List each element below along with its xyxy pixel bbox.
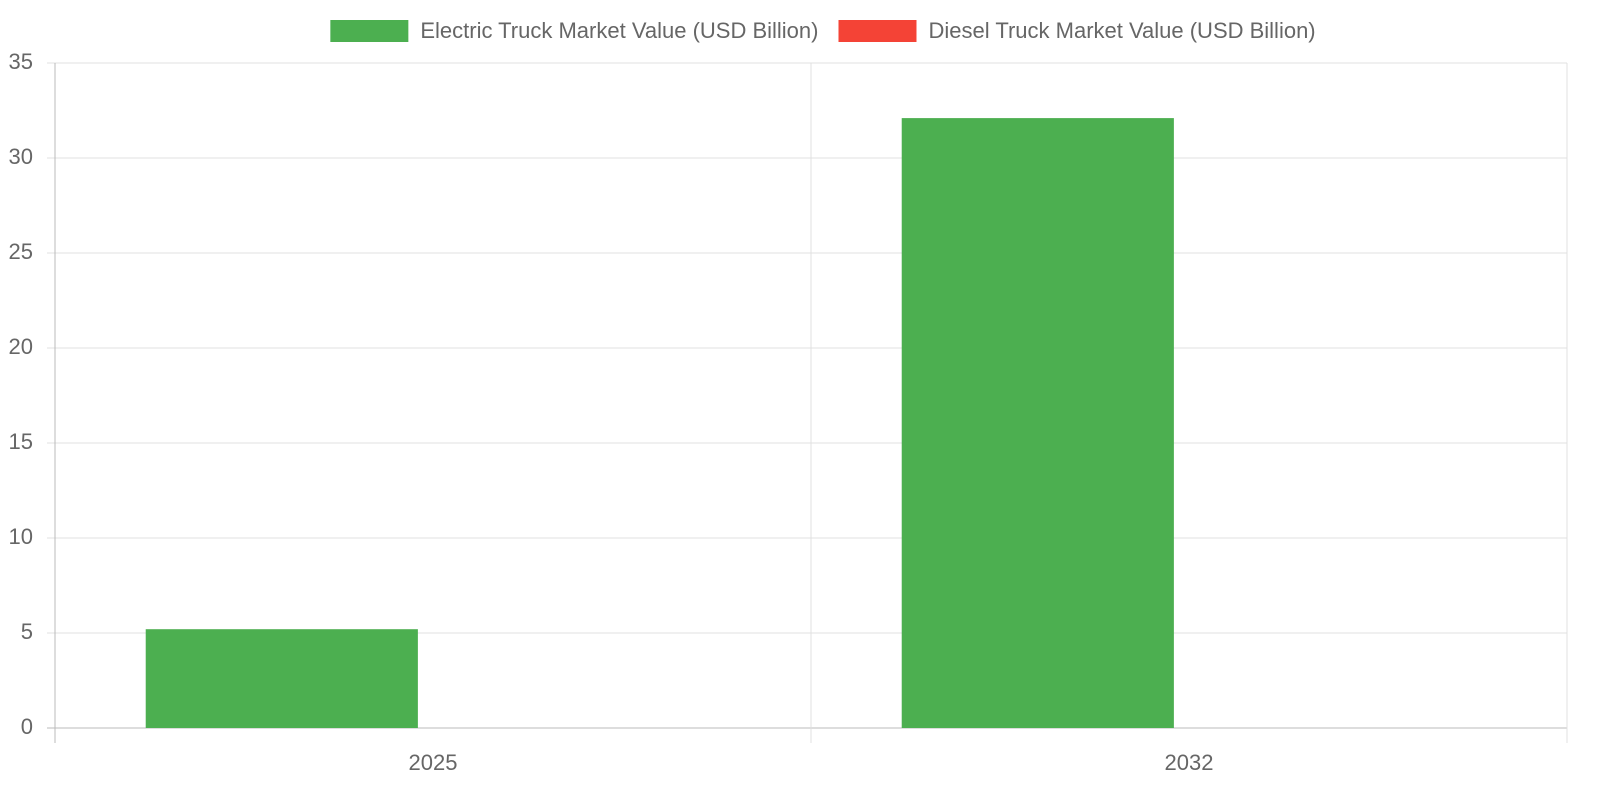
y-tick-label: 20 — [9, 334, 33, 359]
y-tick-label: 35 — [9, 49, 33, 74]
x-tick-label: 2032 — [1165, 750, 1214, 775]
legend-label[interactable]: Diesel Truck Market Value (USD Billion) — [928, 18, 1315, 43]
bar[interactable] — [145, 629, 418, 728]
y-tick-label: 10 — [9, 524, 33, 549]
y-tick-label: 15 — [9, 429, 33, 454]
y-tick-label: 30 — [9, 144, 33, 169]
x-tick-label: 2025 — [409, 750, 458, 775]
legend-swatch[interactable] — [838, 20, 917, 42]
legend-swatch[interactable] — [330, 20, 409, 42]
bar[interactable] — [901, 118, 1174, 729]
y-tick-label: 25 — [9, 239, 33, 264]
y-tick-label: 0 — [21, 714, 33, 739]
y-tick-label: 5 — [21, 619, 33, 644]
legend-label[interactable]: Electric Truck Market Value (USD Billion… — [420, 18, 818, 43]
